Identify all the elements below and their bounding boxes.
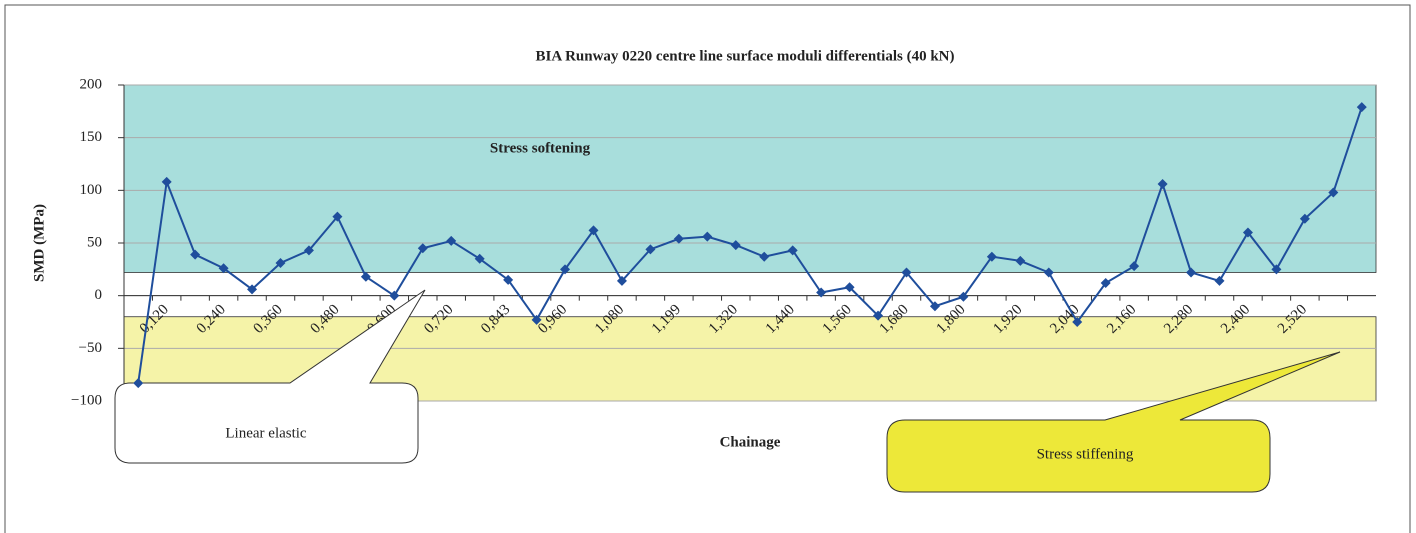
annotation: Linear elastic [225,425,307,441]
marker [247,284,258,295]
chart-border [4,4,1411,533]
marker [929,301,940,312]
marker [1242,227,1253,238]
y-tick-label: 100 [80,182,103,198]
marker [303,245,314,256]
marker [360,271,371,282]
marker [1129,261,1140,272]
y-tick-label: −50 [79,340,102,356]
marker [474,253,485,264]
y-tick-label: 200 [80,76,103,92]
marker [417,243,428,254]
marker [673,233,684,244]
marker [1328,187,1339,198]
marker [1356,102,1367,113]
marker [759,251,770,262]
marker [1100,278,1111,289]
marker [275,258,286,269]
band-label: Stress softening [490,140,591,156]
marker [844,282,855,293]
marker [190,249,201,260]
series-line [137,106,1363,384]
callout-box [886,351,1341,493]
marker [901,267,912,278]
y-tick-label: −100 [71,392,102,408]
marker [1157,179,1168,190]
marker [1214,275,1225,286]
marker [218,263,229,274]
y-tick-label: 150 [80,129,103,145]
marker [616,275,627,286]
marker [1271,264,1282,275]
marker [332,211,343,222]
band [123,84,1377,273]
marker [446,235,457,246]
marker [531,314,542,325]
y-tick-label: 50 [87,234,102,250]
marker [1186,267,1197,278]
marker [1015,255,1026,266]
marker [702,231,713,242]
marker [787,245,798,256]
marker [161,176,172,187]
marker [958,291,969,302]
marker [560,264,571,275]
marker [588,225,599,236]
marker [730,240,741,251]
annotation: Stress stiffening [1037,446,1134,462]
marker [816,287,827,298]
y-axis-label: SMD (MPa) [31,204,47,282]
chart-title: BIA Runway 0220 centre line surface modu… [535,48,954,64]
x-axis-label: Chainage [720,434,781,450]
marker [873,310,884,321]
y-tick-label: 0 [95,287,103,303]
marker [986,251,997,262]
marker [1299,213,1310,224]
marker [503,274,514,285]
plot [133,102,1367,389]
marker [1043,267,1054,278]
marker [133,378,144,389]
marker [645,244,656,255]
marker [389,290,400,301]
callout-box [114,289,426,464]
marker [1072,317,1083,327]
